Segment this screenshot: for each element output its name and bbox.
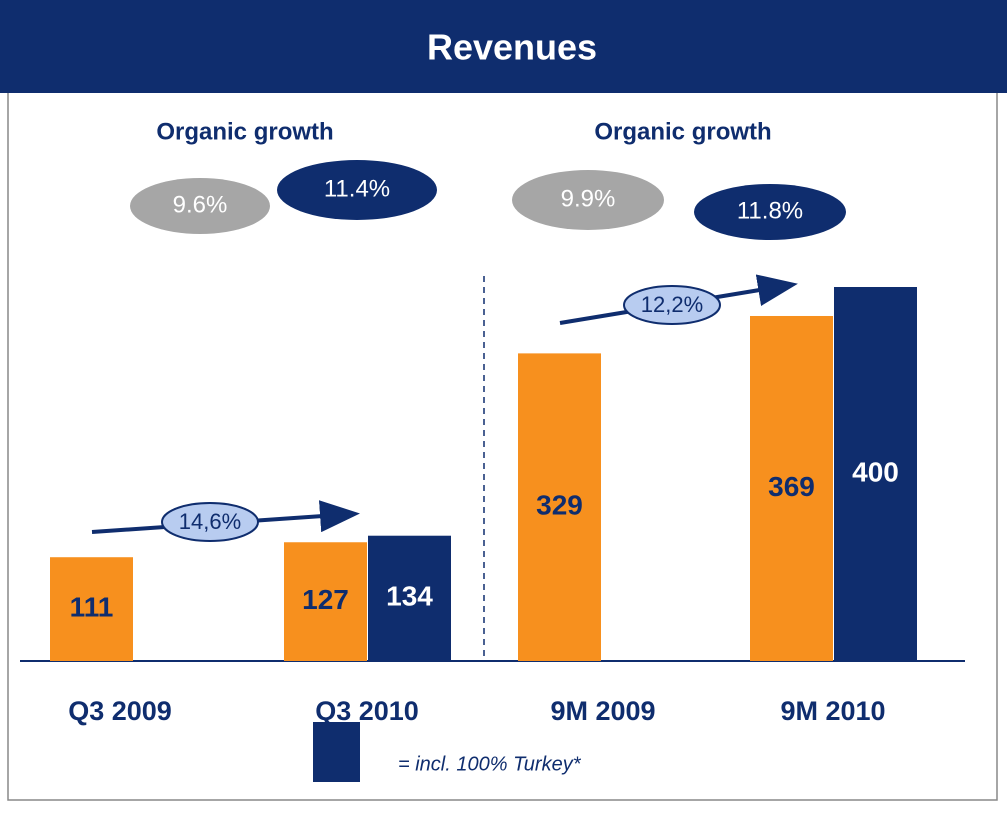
arrow-label-bg (161, 502, 259, 542)
bar (284, 542, 367, 661)
bar (368, 535, 451, 661)
legend-label: = incl. 100% Turkey* (398, 753, 582, 775)
growth-label: 9.6% (173, 191, 228, 218)
legend-swatch (313, 722, 360, 782)
growth-label: 11.8% (737, 197, 803, 224)
value-label: 127 (302, 584, 349, 615)
bar (518, 353, 601, 661)
header (0, 0, 1007, 93)
growth-pill (512, 170, 664, 230)
subtitle: Organic growth (156, 118, 333, 145)
bar (834, 287, 917, 661)
x-tick-label: 9M 2010 (780, 696, 885, 726)
chart-title: Revenues (427, 27, 597, 68)
arrow-label-bg (623, 285, 721, 325)
value-label: 111 (70, 591, 114, 622)
subtitle: Organic growth (594, 118, 771, 145)
x-tick-label: Q3 2009 (68, 696, 172, 726)
value-label: 329 (536, 490, 583, 521)
growth-pill (277, 160, 437, 220)
arrow-label: 14,6% (179, 509, 241, 534)
x-tick-label: Q3 2010 (315, 696, 419, 726)
bar (50, 557, 133, 661)
arrow-label: 12,2% (641, 292, 703, 317)
bar (750, 315, 833, 661)
growth-label: 9.9% (561, 185, 616, 212)
value-label: 400 (852, 456, 899, 487)
value-label: 369 (768, 471, 815, 502)
growth-label: 11.4% (324, 175, 390, 202)
growth-pill (694, 184, 846, 240)
x-tick-label: 9M 2009 (550, 696, 655, 726)
value-label: 134 (386, 581, 433, 612)
growth-pill (130, 178, 270, 234)
